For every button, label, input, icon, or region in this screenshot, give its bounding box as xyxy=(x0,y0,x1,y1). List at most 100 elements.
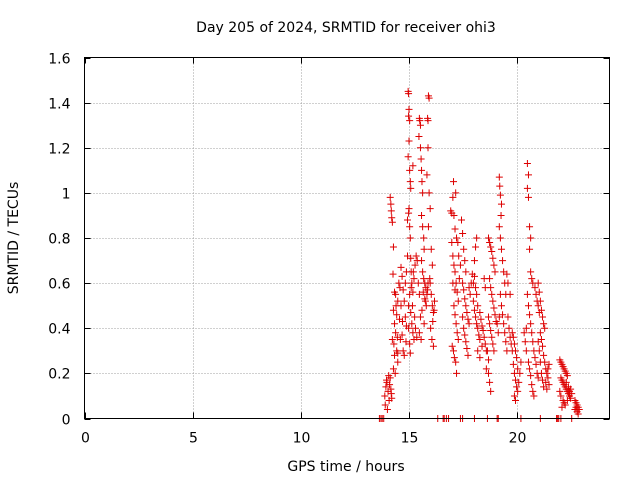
data-point xyxy=(528,275,536,283)
data-point xyxy=(526,245,534,253)
data-point xyxy=(409,162,417,170)
data-point xyxy=(459,313,467,321)
data-point xyxy=(508,329,516,337)
data-point xyxy=(544,365,552,373)
data-point xyxy=(416,144,424,152)
y-tick-label: 0.2 xyxy=(48,367,70,383)
data-point xyxy=(522,347,530,355)
y-tick-label: 0 xyxy=(62,413,71,429)
data-point xyxy=(464,351,472,359)
data-point xyxy=(391,320,399,328)
data-point xyxy=(510,392,518,400)
data-point xyxy=(423,171,431,179)
data-point xyxy=(399,347,407,355)
data-point xyxy=(428,302,436,310)
data-point xyxy=(406,117,414,125)
data-point xyxy=(517,358,525,366)
data-point xyxy=(388,214,396,222)
data-point xyxy=(461,331,469,339)
data-point xyxy=(487,243,495,251)
data-point xyxy=(497,211,505,219)
data-point xyxy=(388,336,396,344)
data-point xyxy=(451,311,459,319)
data-point xyxy=(521,338,529,346)
data-point xyxy=(389,306,397,314)
data-point xyxy=(499,257,507,265)
data-point xyxy=(463,345,471,353)
data-point xyxy=(426,275,434,283)
data-point xyxy=(516,369,524,377)
data-point xyxy=(424,286,432,294)
data-point xyxy=(385,372,393,380)
data-point xyxy=(567,385,575,393)
data-point xyxy=(472,284,480,292)
y-axis-label: SRMTID / TECUs xyxy=(6,182,22,295)
data-point xyxy=(391,369,399,377)
data-point xyxy=(469,297,477,305)
data-point xyxy=(420,245,428,253)
data-point xyxy=(527,320,535,328)
data-point xyxy=(476,336,484,344)
data-point xyxy=(415,132,423,140)
data-point xyxy=(449,279,457,287)
data-point xyxy=(495,313,503,321)
data-point xyxy=(491,268,499,276)
data-point xyxy=(397,263,405,271)
data-point xyxy=(452,358,460,366)
data-point xyxy=(389,243,397,251)
data-point xyxy=(512,396,520,404)
data-point xyxy=(427,290,435,298)
y-tick-label: 0.6 xyxy=(48,277,70,293)
data-point xyxy=(454,336,462,344)
data-point xyxy=(512,347,520,355)
data-point xyxy=(535,288,543,296)
data-point xyxy=(428,336,436,344)
data-point xyxy=(452,320,460,328)
data-point xyxy=(477,315,485,323)
data-point xyxy=(394,358,402,366)
x-tick-label: 20 xyxy=(509,431,527,447)
data-point xyxy=(419,288,427,296)
y-tick-label: 1.2 xyxy=(48,142,70,158)
data-point xyxy=(411,261,419,269)
data-point xyxy=(426,205,434,213)
data-point xyxy=(465,284,473,292)
data-point xyxy=(407,284,415,292)
data-point xyxy=(416,117,424,125)
data-point xyxy=(526,223,534,231)
data-point xyxy=(537,369,545,377)
data-point xyxy=(451,225,459,233)
data-point xyxy=(403,216,411,224)
data-point xyxy=(482,365,490,373)
data-point xyxy=(424,144,432,152)
data-point xyxy=(460,286,468,294)
data-point xyxy=(450,302,458,310)
data-point xyxy=(505,324,513,332)
data-point xyxy=(418,257,426,265)
data-point xyxy=(568,390,576,398)
data-point xyxy=(381,401,389,409)
data-point xyxy=(475,331,483,339)
data-point xyxy=(480,333,488,341)
data-point xyxy=(520,329,528,337)
data-point xyxy=(450,211,458,219)
data-point xyxy=(389,270,397,278)
data-point xyxy=(473,290,481,298)
data-point xyxy=(425,189,433,197)
data-point xyxy=(515,378,523,386)
data-point xyxy=(400,351,408,359)
data-point xyxy=(397,302,405,310)
data-point xyxy=(486,320,494,328)
data-point xyxy=(398,331,406,339)
data-point xyxy=(514,387,522,395)
data-point xyxy=(497,302,505,310)
data-point xyxy=(408,302,416,310)
data-point xyxy=(421,297,429,305)
data-point xyxy=(418,306,426,314)
data-point xyxy=(470,257,478,265)
data-point xyxy=(383,405,391,413)
data-point xyxy=(462,268,470,276)
data-point xyxy=(404,153,412,161)
data-point xyxy=(400,297,408,305)
data-point xyxy=(531,354,539,362)
